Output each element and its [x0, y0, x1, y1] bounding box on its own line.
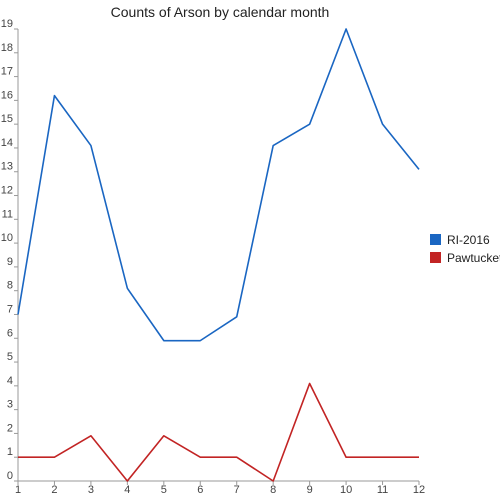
legend-swatch — [430, 234, 441, 245]
y-tick-label: 7 — [7, 303, 13, 315]
x-tick-label: 5 — [161, 484, 167, 496]
y-tick-label: 3 — [7, 399, 13, 411]
legend: RI-2016 Pawtucket — [430, 233, 500, 265]
x-tick-label: 12 — [413, 484, 425, 496]
chart-title: Counts of Arson by calendar month — [111, 4, 330, 20]
y-tick-label: 15 — [1, 113, 13, 125]
y-tick-label: 8 — [7, 280, 13, 292]
y-tick-label: 14 — [1, 137, 13, 149]
y-tick-label: 16 — [1, 89, 13, 101]
y-tick-label: 5 — [7, 351, 13, 363]
series-line-pawtucket — [18, 382, 419, 482]
x-tick-label: 2 — [51, 484, 57, 496]
x-tick-label: 11 — [377, 484, 388, 496]
x-tick-label: 6 — [197, 484, 203, 496]
y-tick-label: 6 — [7, 327, 13, 339]
y-tick-label: 0 — [7, 470, 13, 482]
series-layer — [17, 28, 420, 482]
x-tick-label: 1 — [15, 484, 21, 496]
y-tick-label: 18 — [1, 42, 13, 54]
y-tick-label: 10 — [1, 232, 13, 244]
legend-label: Pawtucket — [447, 251, 500, 265]
x-tick-label: 9 — [307, 484, 313, 496]
legend-label: RI-2016 — [447, 233, 490, 247]
x-tick-label: 10 — [340, 484, 352, 496]
x-tick-label: 8 — [270, 484, 276, 496]
y-tick-label: 9 — [7, 256, 13, 268]
x-tick-label: 3 — [88, 484, 94, 496]
y-tick-label: 17 — [1, 66, 13, 78]
y-tick-label: 13 — [1, 161, 13, 173]
x-tick-label: 4 — [124, 484, 130, 496]
series-line-ri-2016 — [17, 28, 420, 342]
y-tick-label: 4 — [7, 375, 13, 387]
legend-swatch — [430, 252, 441, 263]
y-tick-label: 11 — [2, 208, 13, 220]
y-tick-label: 1 — [7, 446, 13, 458]
y-tick-label: 12 — [1, 185, 13, 197]
y-tick-label: 2 — [7, 422, 13, 434]
y-tick-label: 19 — [1, 18, 13, 30]
x-tick-label: 7 — [234, 484, 240, 496]
